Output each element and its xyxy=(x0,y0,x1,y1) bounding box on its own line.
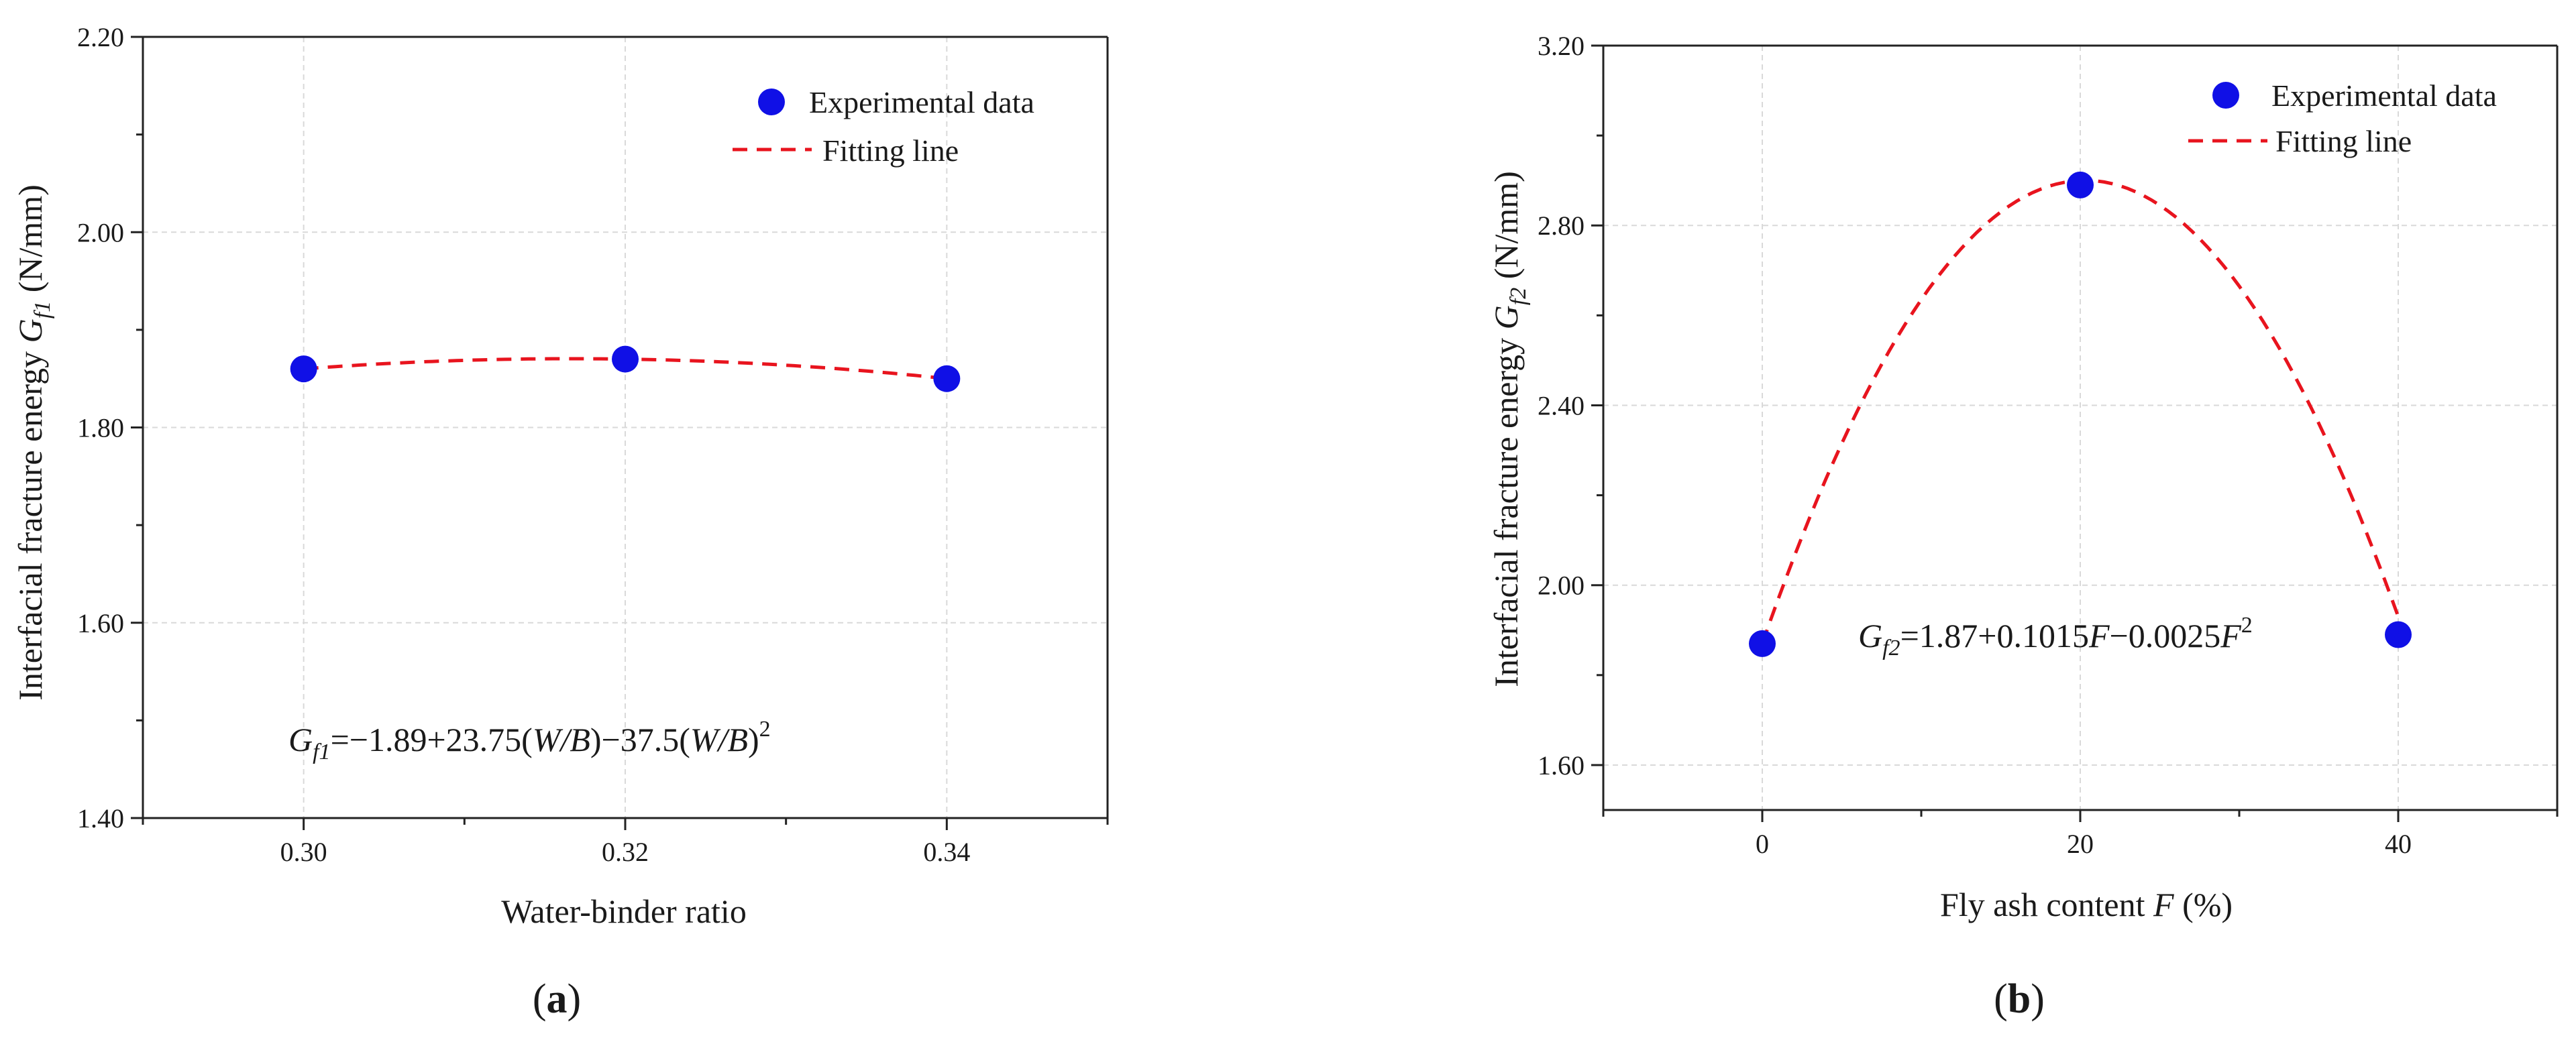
panel-b-chart: 0 20 40 1.60 2.00 2.40 2.80 3.20 Experimental d… xyxy=(1487,31,2559,1022)
panel-a-legend-label-fitting: Fitting line xyxy=(822,133,959,168)
panel-a-data-point xyxy=(612,345,639,373)
panel-a-x-axis-label: Water-binder ratio xyxy=(501,892,747,930)
panel-a-y-tick-label: 2.00 xyxy=(77,217,124,247)
panel-b-data-point xyxy=(2385,621,2412,648)
panel-b-x-axis-label: Fly ash content F (%) xyxy=(1940,886,2233,923)
panel-b-legend: Experimental data Fitting line xyxy=(2188,78,2497,158)
panel-a-label: (a) xyxy=(533,976,581,1022)
panel-a-data-point xyxy=(933,365,961,392)
panel-b-label: (b) xyxy=(1994,976,2045,1022)
panel-a-data-point xyxy=(290,355,317,383)
panel-a-points-layer xyxy=(290,345,961,392)
panel-b-data-point xyxy=(1749,630,1776,657)
panel-b-x-tick-label: 20 xyxy=(2067,829,2094,859)
panel-b-y-tick-label: 3.20 xyxy=(1538,31,1585,61)
panel-b-legend-label-fitting: Fitting line xyxy=(2275,124,2412,158)
panel-a-legend-marker-experimental xyxy=(758,89,785,115)
panel-a-equation: Gf1=−1.89+23.75(W/B)−37.5(W/B)2 xyxy=(288,717,771,764)
panel-b-y-tick-label: 2.40 xyxy=(1538,390,1585,420)
panel-b-y-tick-label: 2.80 xyxy=(1538,211,1585,241)
panel-a-y-tick-label: 1.40 xyxy=(77,803,124,833)
panel-a-y-tick-label: 1.60 xyxy=(77,608,124,638)
panel-b-x-tick-label: 0 xyxy=(1756,829,1769,859)
panel-b-y-axis-label: Interfacial fracture energy Gf2 (N/mm) xyxy=(1487,171,1531,687)
panel-a-legend: Experimental data Fitting line xyxy=(733,85,1034,168)
panel-b-equation: Gf2=1.87+0.1015F−0.0025F2 xyxy=(1858,613,2253,660)
panel-a-y-tick-label: 1.80 xyxy=(77,413,124,443)
panel-a-legend-label-experimental: Experimental data xyxy=(809,85,1034,119)
panel-b-grid xyxy=(1603,46,2557,810)
panel-b-legend-label-experimental: Experimental data xyxy=(2271,78,2497,113)
panel-b-x-tick-label: 40 xyxy=(2385,829,2412,859)
panel-b-data-point xyxy=(2067,171,2094,198)
panel-b-legend-marker-experimental xyxy=(2212,82,2239,109)
panel-a-chart: 0.30 0.32 0.34 1.40 1.60 1.80 2.00 2.20 Experim… xyxy=(11,22,1109,1022)
panel-b-y-tick-label: 2.00 xyxy=(1538,571,1585,601)
panel-a-x-tick-label: 0.30 xyxy=(280,837,327,867)
panel-a-ticks-layer: 0.30 0.32 0.34 1.40 1.60 1.80 2.00 2.20 xyxy=(77,22,1109,867)
panel-b-ticks-layer: 0 20 40 1.60 2.00 2.40 2.80 3.20 xyxy=(1538,31,2559,859)
panel-a-grid xyxy=(143,37,1108,818)
panel-b-points-layer xyxy=(1749,171,2412,657)
panel-b-y-tick-label: 1.60 xyxy=(1538,750,1585,780)
panel-a-y-tick-label: 2.20 xyxy=(77,22,124,52)
panel-a-x-tick-label: 0.32 xyxy=(602,837,649,867)
panel-a-x-tick-label: 0.34 xyxy=(923,837,970,867)
panel-a-y-axis-label: Interfacial fracture energy Gf1 (N/mm) xyxy=(11,184,55,701)
